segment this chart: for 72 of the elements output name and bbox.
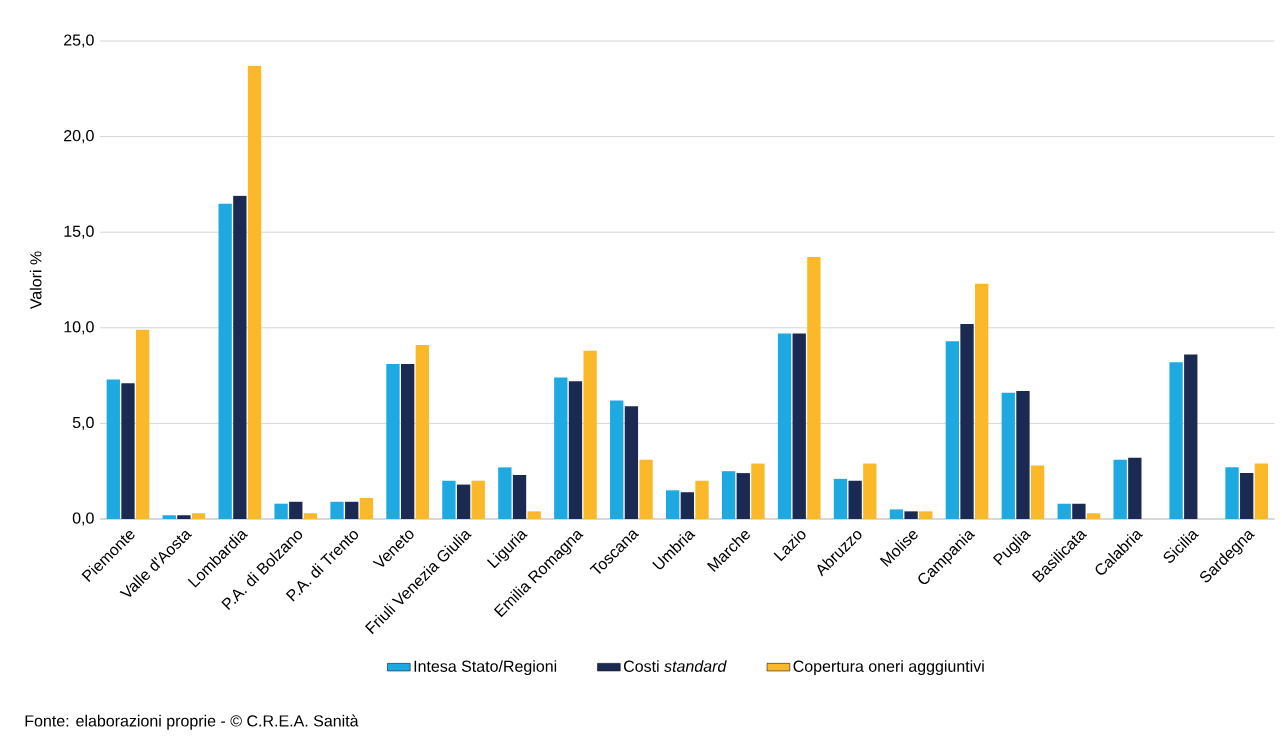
bar [1016, 390, 1030, 519]
bar [904, 511, 918, 519]
bar [345, 501, 359, 519]
bar [1240, 473, 1254, 519]
bar [330, 501, 344, 519]
bar [568, 381, 583, 519]
bar [695, 480, 709, 519]
bar [471, 480, 485, 519]
bar [848, 480, 862, 519]
bar [554, 377, 568, 519]
legend-label: Intesa Stato/Regioni [414, 660, 557, 676]
bar [960, 323, 974, 519]
y-tick-label: 20,0 [64, 129, 94, 144]
legend-label: Costi standard [623, 660, 727, 672]
bar [359, 497, 374, 519]
bar [1086, 513, 1101, 519]
bar [666, 490, 680, 519]
bar [624, 406, 639, 519]
bar [162, 515, 176, 519]
bar [512, 475, 527, 519]
y-tick-label: 25,0 [64, 34, 94, 48]
bar [610, 400, 624, 519]
bar [751, 463, 765, 519]
bar [1128, 457, 1142, 519]
bar [792, 333, 806, 519]
bar [191, 513, 206, 519]
bar [106, 379, 120, 519]
bar [135, 329, 150, 519]
bar [1184, 354, 1198, 519]
bar [218, 203, 232, 519]
bar [498, 467, 512, 519]
bar [1225, 467, 1239, 519]
bar [1030, 465, 1045, 519]
bar [583, 350, 597, 519]
bar [233, 195, 247, 519]
y-tick-label: 15,0 [64, 225, 94, 239]
source-note: Fonte: elaborazioni proprie - © C.R.E.A. Sanità [25, 714, 359, 730]
bar [177, 515, 191, 519]
bar [721, 471, 736, 519]
bar [386, 364, 400, 519]
bar [777, 333, 792, 519]
bar [527, 511, 541, 519]
bar [247, 65, 262, 519]
bar [274, 503, 288, 519]
bar [975, 283, 989, 519]
bar [400, 364, 415, 519]
bar [680, 492, 695, 519]
y-tick-label: 0,0 [72, 512, 94, 526]
bar [1057, 503, 1071, 519]
bar [919, 511, 933, 519]
y-tick-label: 5,0 [72, 416, 94, 430]
bar [456, 484, 471, 519]
bar [1001, 392, 1015, 519]
bar [889, 509, 904, 519]
bar [945, 341, 960, 519]
bar [1169, 362, 1183, 519]
bar [442, 480, 456, 519]
y-tick-label: 10,0 [64, 321, 94, 335]
bar [1254, 463, 1269, 519]
bar [415, 345, 429, 519]
bar [289, 501, 303, 519]
bar [1113, 459, 1127, 519]
legend-label: Copertura oneri agggiuntivi [793, 660, 984, 676]
bar [303, 513, 318, 519]
bar [863, 463, 877, 519]
bar [833, 478, 848, 519]
bar [1072, 503, 1086, 519]
bar [807, 257, 821, 519]
y-axis-title: Valori % [29, 251, 42, 310]
bar [121, 383, 135, 519]
bar [736, 473, 750, 519]
bar [639, 459, 653, 519]
